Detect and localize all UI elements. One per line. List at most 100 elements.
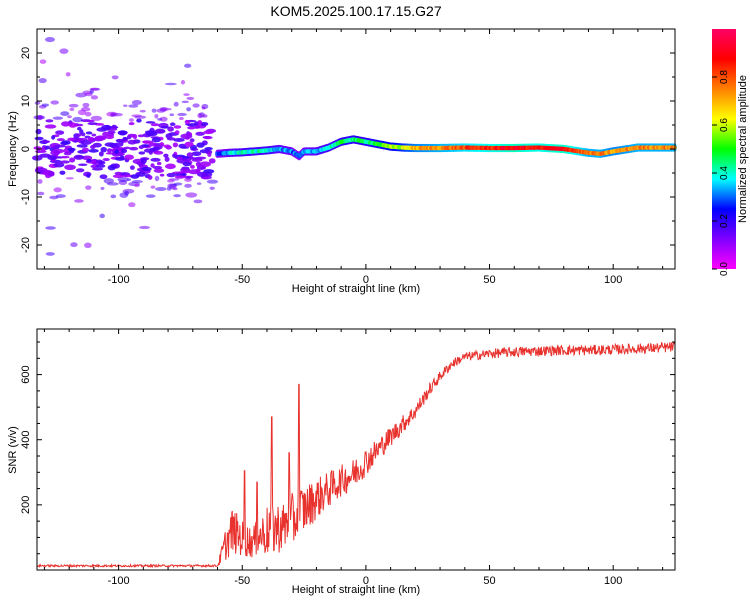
spectral-blob xyxy=(196,171,208,178)
spectral-blob xyxy=(53,187,62,193)
y-tick-label: 200 xyxy=(20,496,32,514)
spectral-blob xyxy=(193,199,203,204)
spectral-blob xyxy=(88,148,99,153)
spectral-blob xyxy=(114,157,126,161)
spectral-blob xyxy=(166,186,172,191)
spectral-blob xyxy=(140,158,147,164)
x-tick-label: 100 xyxy=(604,575,622,587)
colorbar-label: Normalized spectral amplitude xyxy=(737,75,749,223)
snr-frame xyxy=(36,328,676,571)
spectral-blob xyxy=(131,180,143,184)
spectral-blob xyxy=(176,156,183,160)
spectral-blob xyxy=(178,116,184,121)
spectral-blob xyxy=(44,36,56,43)
spectral-blob xyxy=(114,171,123,176)
spectral-blob xyxy=(69,157,76,163)
spectral-blob xyxy=(195,161,202,167)
spectral-blob xyxy=(199,161,211,167)
spectral-blob xyxy=(39,153,52,158)
spectral-blob xyxy=(87,122,98,126)
spectral-blob xyxy=(123,104,128,107)
spectral-blob xyxy=(186,96,195,100)
spectral-blob xyxy=(114,142,124,147)
spectral-blob xyxy=(134,115,147,119)
spectrogram-marks xyxy=(32,36,677,256)
x-tick-label: 100 xyxy=(604,274,622,286)
figure-title: KOM5.2025.100.17.15.G27 xyxy=(270,3,441,19)
spectral-blob xyxy=(98,160,106,165)
spectral-blob xyxy=(91,167,104,171)
spectral-blob xyxy=(189,138,195,143)
spectral-blob xyxy=(41,140,51,144)
spectral-blob xyxy=(128,122,135,126)
spectral-blob xyxy=(41,103,49,107)
spectral-blob xyxy=(67,115,72,119)
spectral-blob xyxy=(147,175,153,180)
x-tick-label: -50 xyxy=(234,575,250,587)
spectral-blob xyxy=(182,162,192,167)
spectral-blob xyxy=(45,119,54,123)
spectral-blob xyxy=(196,182,202,185)
spectral-blob xyxy=(124,190,129,196)
spectral-blob xyxy=(79,129,84,135)
spectral-blob xyxy=(151,146,161,151)
spectral-blob xyxy=(76,123,84,127)
spectral-blob xyxy=(50,100,59,105)
spectral-blob xyxy=(128,118,134,122)
spectrogram-y-label: Frequency (Hz) xyxy=(7,111,19,187)
spectral-blob xyxy=(159,173,165,177)
spectral-blob xyxy=(104,142,116,147)
spectral-blob xyxy=(68,122,78,128)
spectral-blob xyxy=(139,109,146,113)
spectral-blob xyxy=(206,179,219,184)
spectral-blob xyxy=(78,163,88,167)
snr-plot-area xyxy=(37,329,675,570)
spectral-blob xyxy=(166,172,176,178)
spectral-blob xyxy=(45,145,50,150)
spectral-blob xyxy=(84,92,93,97)
spectral-blob xyxy=(84,242,92,248)
spectral-blob xyxy=(151,137,161,143)
spectral-blob xyxy=(89,87,101,91)
x-tick-label: 50 xyxy=(483,575,495,587)
spectral-blob xyxy=(81,147,89,153)
spectral-blob xyxy=(117,130,128,136)
spectral-blob xyxy=(178,143,187,149)
spectral-blob xyxy=(154,114,159,119)
spectral-blob xyxy=(75,92,87,98)
spectral-blob xyxy=(142,140,150,144)
spectral-blob xyxy=(116,139,127,142)
x-tick-label: -50 xyxy=(234,274,250,286)
spectral-blob xyxy=(68,103,79,108)
spectral-blob xyxy=(99,174,108,180)
spectral-blob xyxy=(191,151,202,157)
spectral-blob xyxy=(82,102,90,108)
spectral-blob xyxy=(50,150,61,156)
spectral-blob xyxy=(65,177,74,180)
spectral-blob xyxy=(192,103,200,108)
spectral-blob xyxy=(37,179,43,184)
spectral-blob xyxy=(100,186,105,190)
spectral-blob xyxy=(90,95,99,100)
colorbar-tick-label: 0.6 xyxy=(719,118,730,132)
spectral-blob xyxy=(112,174,124,179)
spectral-blob xyxy=(203,130,214,135)
colorbar-gradient xyxy=(712,29,736,269)
spectral-blob xyxy=(138,151,146,155)
spectral-blob xyxy=(73,154,85,160)
spectral-blob xyxy=(90,144,96,150)
spectral-blob xyxy=(141,166,152,172)
spectral-blob xyxy=(208,158,216,164)
x-tick-label: -100 xyxy=(108,274,130,286)
spectral-blob xyxy=(174,130,180,135)
spectral-blob xyxy=(55,194,66,198)
spectral-blob xyxy=(67,137,75,142)
spectral-blob xyxy=(86,173,91,178)
spectral-blob xyxy=(191,158,203,162)
spectral-blob xyxy=(117,176,129,182)
spectrogram-x-axis: -100 -50 0 50 100 xyxy=(43,29,664,286)
spectral-blob xyxy=(204,147,213,151)
spectral-blob xyxy=(194,121,199,126)
spectral-blob xyxy=(59,160,70,164)
spectral-blob xyxy=(153,168,165,173)
